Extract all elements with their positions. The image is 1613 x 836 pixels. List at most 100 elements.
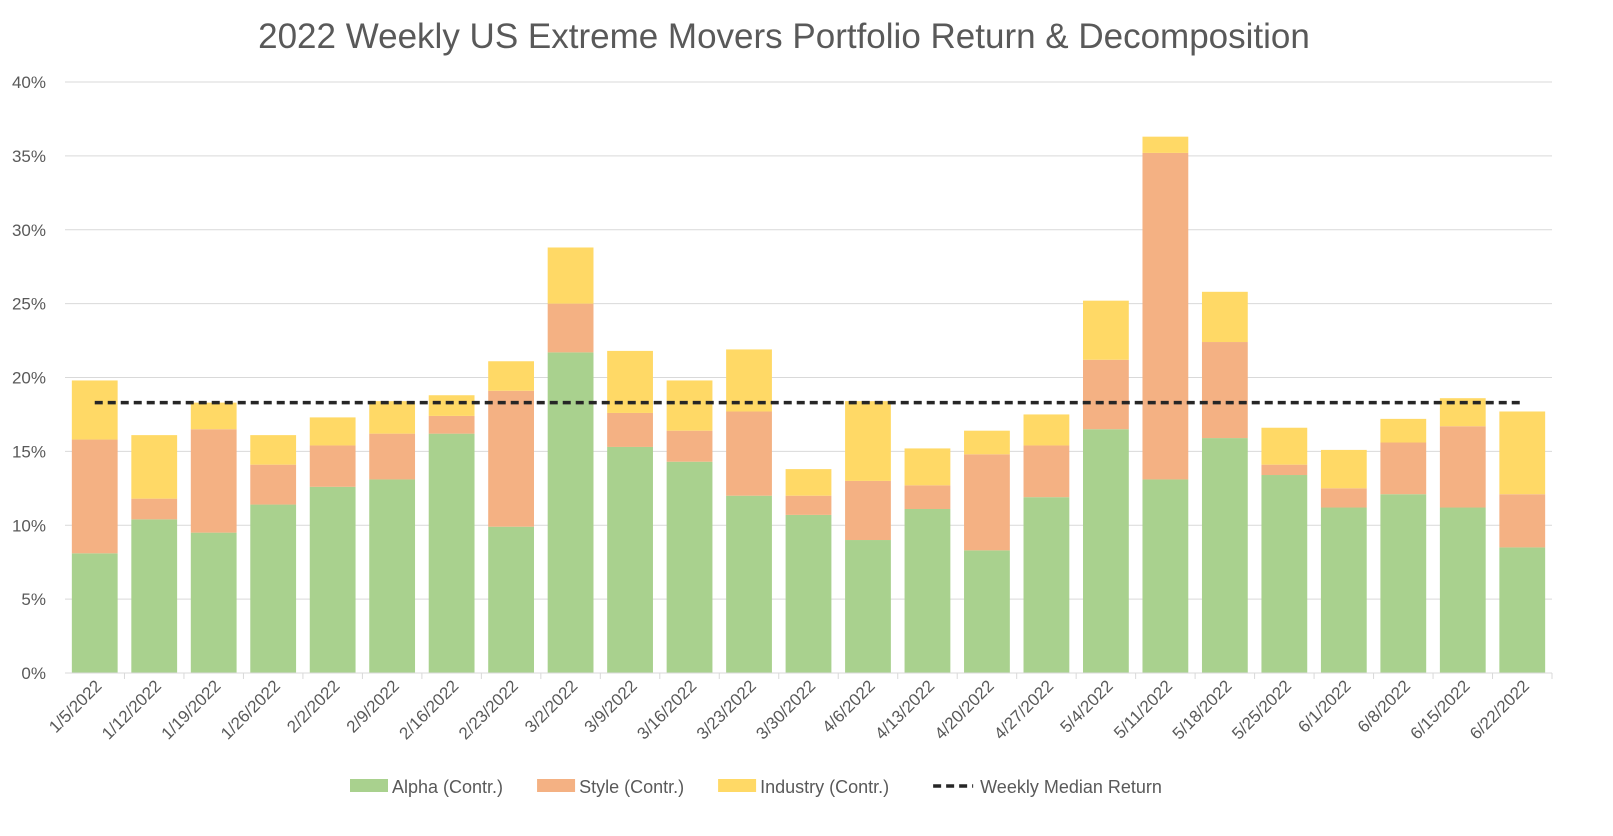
x-tick-label: 6/15/2022 bbox=[1407, 676, 1474, 743]
bar-alpha bbox=[845, 540, 891, 673]
x-tick-label: 5/25/2022 bbox=[1228, 676, 1295, 743]
bar-style bbox=[71, 439, 118, 554]
bar-alpha bbox=[964, 550, 1010, 673]
bar-industry bbox=[1380, 418, 1427, 443]
y-tick-label: 25% bbox=[12, 295, 46, 314]
x-tick-label: 3/23/2022 bbox=[693, 676, 760, 743]
legend-label: Style (Contr.) bbox=[579, 777, 684, 797]
bar-alpha bbox=[250, 504, 297, 673]
bar-industry bbox=[785, 469, 832, 496]
bar-industry bbox=[488, 361, 534, 391]
bar-style bbox=[131, 498, 178, 520]
legend: Alpha (Contr.) Style (Contr.) Industry (Co… bbox=[350, 777, 1162, 797]
x-tick-label: 4/27/2022 bbox=[990, 676, 1057, 743]
x-tick-label: 1/5/2022 bbox=[45, 676, 105, 736]
bar-style bbox=[1261, 464, 1308, 476]
bar-alpha bbox=[309, 486, 356, 673]
bar-style bbox=[1499, 494, 1546, 548]
bar-style bbox=[190, 429, 237, 533]
y-axis-ticks: 0% 5% 10% 15% 20% 25% 30% 35% 40% bbox=[12, 73, 46, 683]
bar-industry bbox=[547, 247, 594, 304]
y-tick-label: 10% bbox=[12, 516, 46, 535]
bar-style bbox=[1142, 152, 1189, 480]
x-tick-label: 2/16/2022 bbox=[396, 676, 463, 743]
bar-style bbox=[964, 454, 1010, 551]
bars bbox=[71, 136, 1546, 673]
bar-industry bbox=[428, 395, 475, 416]
x-tick-label: 1/19/2022 bbox=[158, 676, 225, 743]
bar-alpha bbox=[1201, 438, 1248, 673]
x-tick-label: 5/4/2022 bbox=[1056, 676, 1116, 736]
x-tick-label: 3/16/2022 bbox=[633, 676, 700, 743]
bar-style bbox=[845, 480, 891, 541]
bar-alpha bbox=[71, 553, 118, 673]
bar-style bbox=[1380, 442, 1427, 495]
bar-industry bbox=[309, 417, 356, 446]
bar-industry bbox=[904, 448, 951, 486]
chart-title: 2022 Weekly US Extreme Movers Portfolio … bbox=[258, 17, 1310, 56]
bar-style bbox=[309, 445, 356, 487]
bar-industry bbox=[666, 380, 713, 431]
bar-style bbox=[1320, 488, 1367, 508]
bar-alpha bbox=[1023, 497, 1070, 673]
bar-industry bbox=[1201, 291, 1248, 343]
bar-style bbox=[428, 415, 475, 434]
x-tick-label: 4/13/2022 bbox=[871, 676, 938, 743]
bar-alpha bbox=[1261, 475, 1308, 673]
x-tick-label: 6/22/2022 bbox=[1466, 676, 1533, 743]
bar-style bbox=[547, 303, 594, 353]
bar-style bbox=[369, 433, 416, 480]
y-tick-label: 35% bbox=[12, 147, 46, 166]
x-tick-label: 3/9/2022 bbox=[581, 676, 641, 736]
x-tick-label: 6/8/2022 bbox=[1354, 676, 1414, 736]
x-tick-label: 2/2/2022 bbox=[283, 676, 343, 736]
bar-style bbox=[607, 412, 653, 447]
bar-alpha bbox=[607, 446, 653, 673]
bar-alpha bbox=[1439, 507, 1486, 673]
bar-style bbox=[1439, 426, 1486, 508]
legend-label: Alpha (Contr.) bbox=[392, 777, 503, 797]
x-tick-label: 6/1/2022 bbox=[1294, 676, 1354, 736]
bar-industry bbox=[1320, 449, 1367, 489]
bar-alpha bbox=[131, 519, 178, 673]
y-tick-label: 15% bbox=[12, 442, 46, 461]
bar-alpha bbox=[488, 526, 534, 673]
bar-alpha bbox=[726, 495, 772, 673]
bar-style bbox=[1083, 359, 1129, 430]
bar-alpha bbox=[190, 532, 237, 673]
bar-alpha bbox=[666, 461, 713, 673]
bar-industry bbox=[71, 380, 118, 440]
bar-industry bbox=[964, 430, 1010, 455]
bar-style bbox=[250, 464, 297, 505]
bar-alpha bbox=[1142, 479, 1189, 673]
bar-industry bbox=[250, 435, 297, 465]
legend-swatch bbox=[718, 779, 757, 792]
x-tick-label: 5/18/2022 bbox=[1169, 676, 1236, 743]
x-tick-label: 3/30/2022 bbox=[752, 676, 819, 743]
legend-label: Industry (Contr.) bbox=[760, 777, 889, 797]
bar-alpha bbox=[1499, 547, 1546, 673]
bar-alpha bbox=[1320, 507, 1367, 673]
bar-industry bbox=[131, 435, 178, 499]
bar-alpha bbox=[547, 352, 594, 673]
legend-label: Weekly Median Return bbox=[980, 777, 1162, 797]
legend-swatch bbox=[537, 779, 576, 792]
bar-alpha bbox=[785, 514, 832, 673]
bar-style bbox=[726, 411, 772, 496]
x-tick-label: 1/26/2022 bbox=[217, 676, 284, 743]
x-tick-label: 4/6/2022 bbox=[819, 676, 879, 736]
bar-industry bbox=[845, 401, 891, 481]
legend-swatch bbox=[350, 779, 388, 792]
x-tick-label: 3/2/2022 bbox=[521, 676, 581, 736]
x-tick-label: 2/9/2022 bbox=[343, 676, 403, 736]
bar-style bbox=[1023, 445, 1070, 498]
bar-style bbox=[1201, 342, 1248, 439]
bar-industry bbox=[190, 402, 237, 430]
bar-industry bbox=[1499, 411, 1546, 495]
bar-industry bbox=[369, 401, 416, 434]
bar-style bbox=[785, 495, 832, 515]
bar-industry bbox=[1023, 414, 1070, 446]
x-tick-label: 2/23/2022 bbox=[455, 676, 522, 743]
